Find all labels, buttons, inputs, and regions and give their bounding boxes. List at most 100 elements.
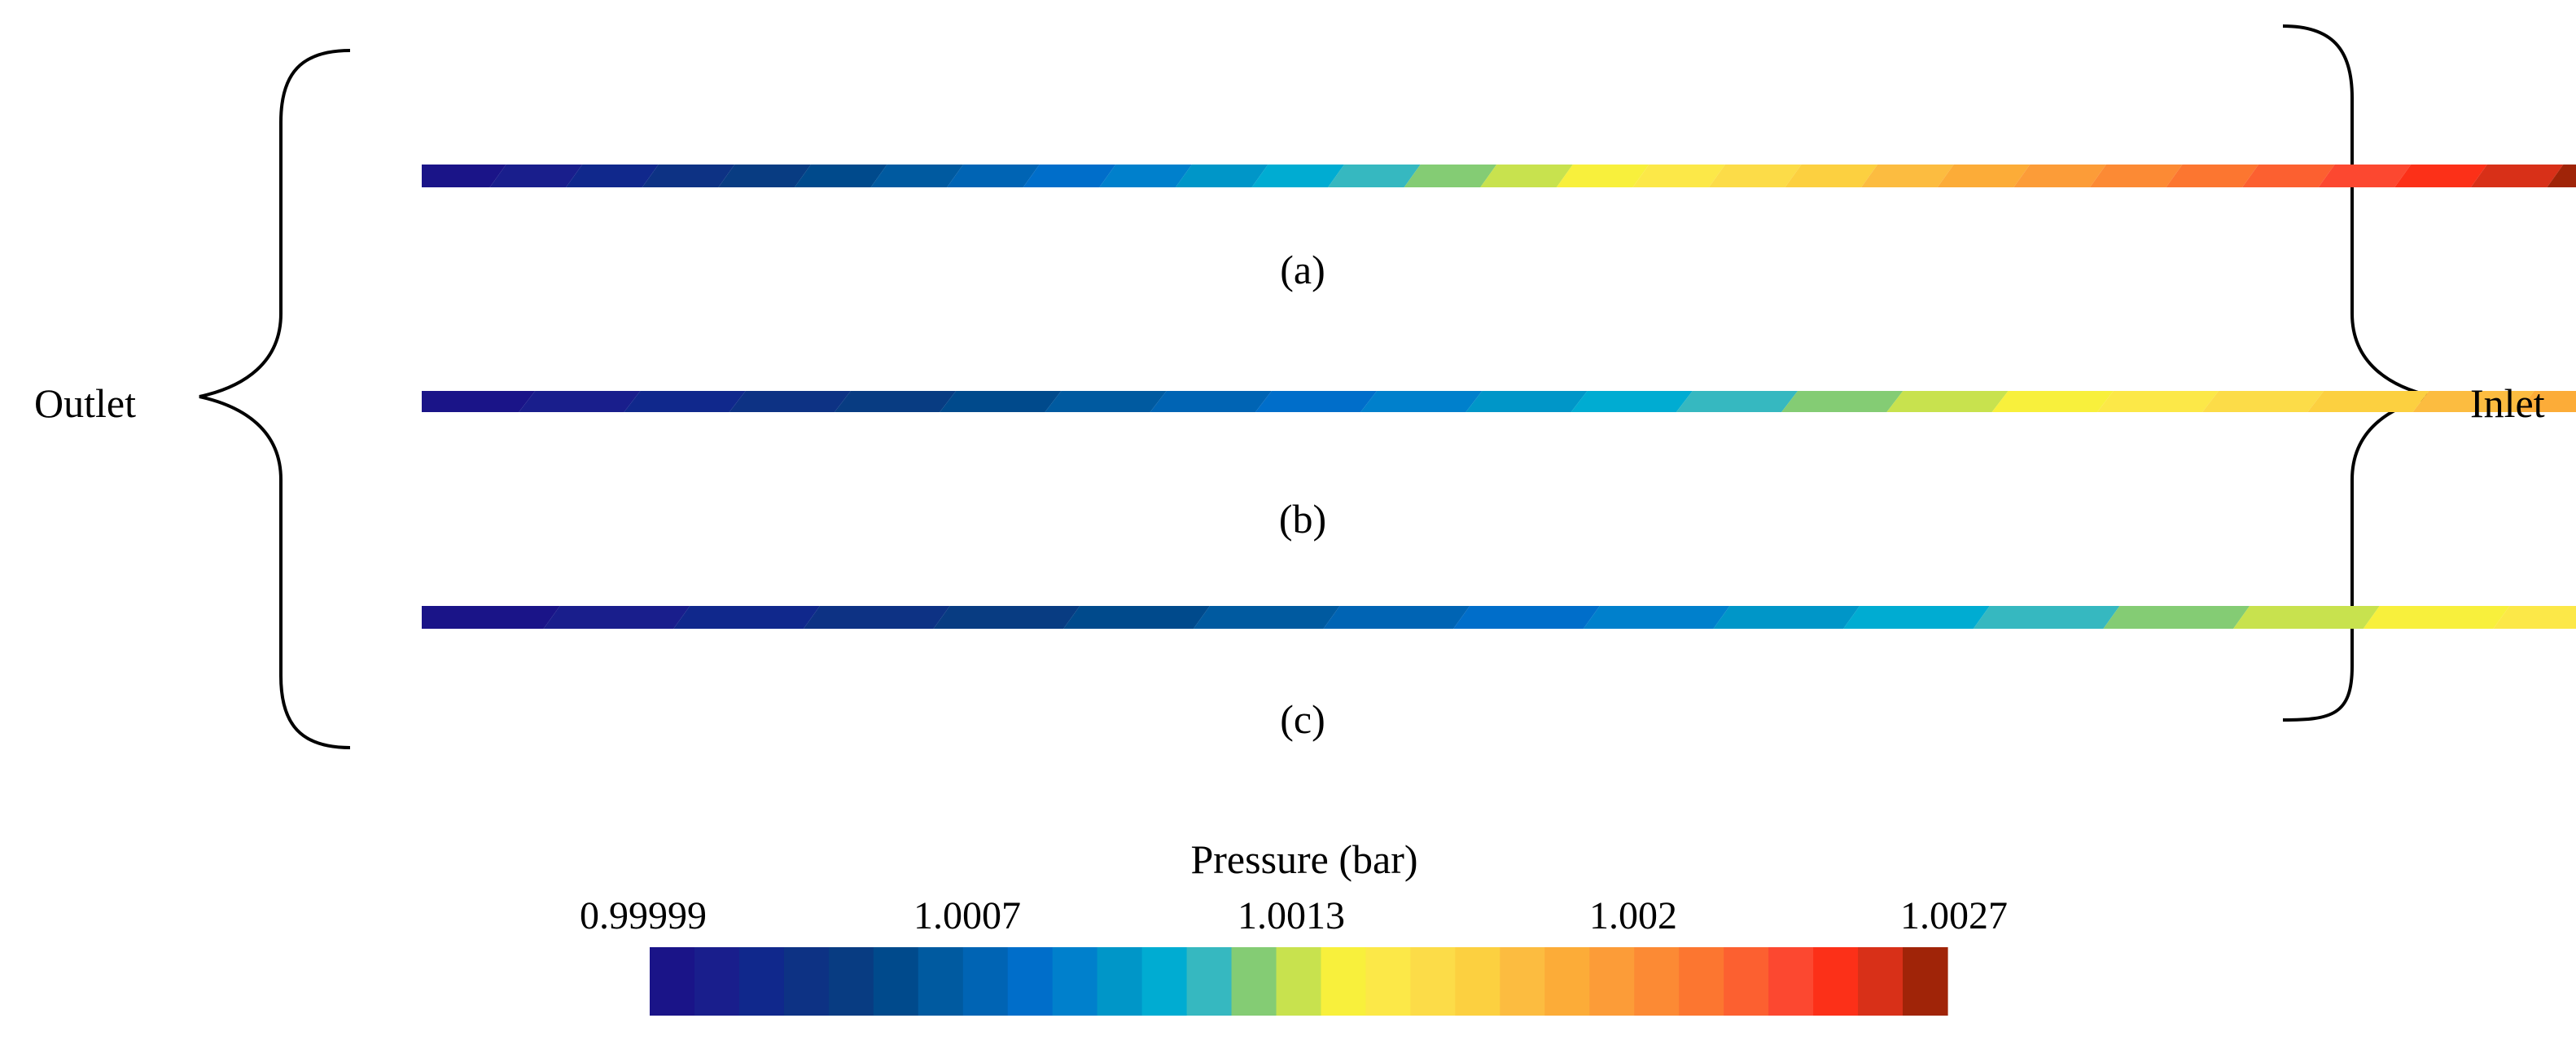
pressure-band bbox=[2103, 606, 2250, 629]
pressure-band bbox=[1676, 391, 1798, 412]
colorbar-swatch bbox=[1365, 947, 1412, 1016]
colorbar-swatch bbox=[1903, 947, 1948, 1016]
colorbar-swatch bbox=[1679, 947, 1724, 1016]
pressure-band bbox=[2089, 165, 2183, 187]
colorbar-swatch bbox=[1589, 947, 1635, 1016]
pressure-band bbox=[1480, 165, 1573, 187]
pressure-band bbox=[519, 391, 641, 412]
colorbar-swatch bbox=[1097, 947, 1143, 1016]
pressure-band bbox=[1255, 391, 1378, 412]
pressure-band bbox=[1991, 391, 2114, 412]
pressure-band bbox=[1781, 391, 1904, 412]
pressure-band bbox=[2233, 606, 2380, 629]
colorbar-swatch bbox=[1858, 947, 1904, 1016]
pressure-band bbox=[1713, 606, 1860, 629]
panel-label-c: (c) bbox=[1280, 696, 1325, 742]
pressure-band bbox=[2307, 391, 2429, 412]
pressure-band bbox=[2493, 606, 2576, 629]
pressure-band bbox=[2166, 165, 2259, 187]
pressure-bar-a bbox=[422, 165, 2576, 187]
colorbar-swatch bbox=[1276, 947, 1322, 1016]
colorbar-swatch bbox=[1321, 947, 1367, 1016]
pressure-band bbox=[566, 165, 659, 187]
pressure-band bbox=[422, 165, 506, 187]
colorbar bbox=[650, 947, 1948, 1016]
colorbar-swatch bbox=[1052, 947, 1098, 1016]
outlet-label: Outlet bbox=[34, 380, 136, 426]
pressure-band bbox=[1843, 606, 1990, 629]
pressure-band bbox=[543, 606, 690, 629]
pressure-band bbox=[2013, 165, 2106, 187]
pressure-band bbox=[1023, 165, 1116, 187]
pressure-band bbox=[642, 165, 735, 187]
pressure-band bbox=[422, 606, 560, 629]
colorbar-swatch bbox=[1007, 947, 1054, 1016]
colorbar-swatch bbox=[1813, 947, 1859, 1016]
inlet-label: Inlet bbox=[2470, 380, 2545, 426]
pressure-band bbox=[1175, 165, 1268, 187]
pressure-band bbox=[933, 606, 1080, 629]
panel-label-a: (a) bbox=[1280, 247, 1325, 292]
pressure-band bbox=[1571, 391, 1693, 412]
pressure-band bbox=[2363, 606, 2510, 629]
pressure-bar-b bbox=[422, 391, 2576, 412]
colorbar-swatch bbox=[1141, 947, 1188, 1016]
pressure-band bbox=[947, 165, 1040, 187]
colorbar-swatch bbox=[1231, 947, 1277, 1016]
pressure-band bbox=[1556, 165, 1649, 187]
colorbar-swatch bbox=[1768, 947, 1814, 1016]
pressure-band bbox=[1973, 606, 2120, 629]
colorbar-tick-label: 1.002 bbox=[1589, 894, 1677, 937]
pressure-band bbox=[1583, 606, 1730, 629]
colorbar-swatch bbox=[828, 947, 874, 1016]
pressure-band bbox=[1465, 391, 1588, 412]
pressure-band bbox=[1193, 606, 1340, 629]
colorbar-tick-label: 1.0007 bbox=[913, 894, 1021, 937]
pressure-band bbox=[1632, 165, 1725, 187]
pressure-band bbox=[1360, 391, 1483, 412]
pressure-band bbox=[2412, 391, 2534, 412]
pressure-band bbox=[624, 391, 746, 412]
pressure-band bbox=[2394, 165, 2487, 187]
colorbar-swatch bbox=[962, 947, 1009, 1016]
pressure-band bbox=[1328, 165, 1421, 187]
pressure-band bbox=[2547, 165, 2576, 187]
pressure-band bbox=[870, 165, 964, 187]
pressure-band bbox=[834, 391, 957, 412]
colorbar-swatch bbox=[1410, 947, 1456, 1016]
colorbar-swatch bbox=[1186, 947, 1233, 1016]
pressure-band bbox=[422, 391, 536, 412]
colorbar-swatch bbox=[1634, 947, 1680, 1016]
pressure-band bbox=[2242, 165, 2335, 187]
colorbar-swatch bbox=[918, 947, 964, 1016]
pressure-band bbox=[729, 391, 851, 412]
pressure-band bbox=[2470, 165, 2564, 187]
pressure-band bbox=[2318, 165, 2412, 187]
pressure-band bbox=[673, 606, 820, 629]
panel-label-b: (b) bbox=[1278, 496, 1327, 542]
pressure-band bbox=[2517, 391, 2576, 412]
colorbar-swatch bbox=[1500, 947, 1545, 1016]
pressure-band bbox=[2202, 391, 2324, 412]
colorbar-title: Pressure (bar) bbox=[1190, 836, 1418, 882]
colorbar-swatch bbox=[1724, 947, 1769, 1016]
colorbar-tick-label: 1.0013 bbox=[1238, 894, 1345, 937]
pressure-band bbox=[1886, 391, 2009, 412]
left-brace bbox=[199, 49, 351, 749]
colorbar-tick-label: 1.0027 bbox=[1900, 894, 2008, 937]
pressure-band bbox=[803, 606, 950, 629]
colorbar-swatch bbox=[1544, 947, 1590, 1016]
pressure-band bbox=[1099, 165, 1192, 187]
colorbar-swatch bbox=[873, 947, 919, 1016]
pressure-band bbox=[1404, 165, 1497, 187]
colorbar-tick-label: 0.99999 bbox=[580, 894, 707, 937]
pressure-band bbox=[1150, 391, 1272, 412]
pressure-band bbox=[1937, 165, 2031, 187]
colorbar-swatch bbox=[1455, 947, 1500, 1016]
pressure-band bbox=[1708, 165, 1802, 187]
pressure-band bbox=[1785, 165, 1878, 187]
pressure-band bbox=[1063, 606, 1210, 629]
colorbar-swatch bbox=[650, 947, 695, 1016]
